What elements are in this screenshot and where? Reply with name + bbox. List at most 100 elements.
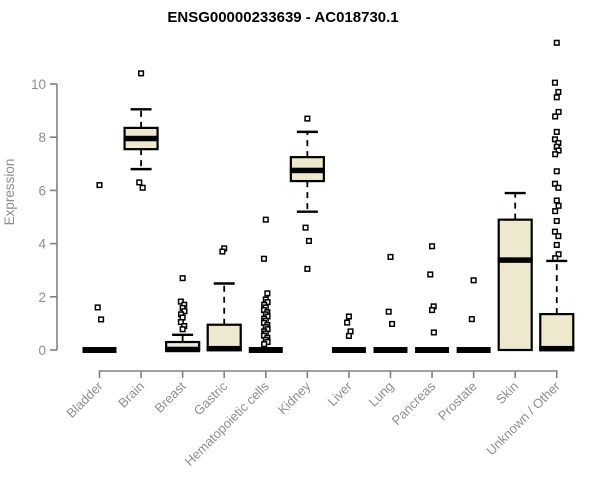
boxplot-skin xyxy=(497,191,533,352)
outlier-point xyxy=(555,184,562,191)
outlier-point xyxy=(429,307,436,314)
outlier-point xyxy=(304,265,311,272)
outlier-point xyxy=(551,228,559,235)
outlier-point xyxy=(219,248,226,255)
outlier-point xyxy=(553,94,560,101)
outlier-point xyxy=(553,217,560,225)
flat-box xyxy=(456,347,491,353)
x-category-label: Brain xyxy=(115,379,147,411)
outlier-point xyxy=(555,88,562,96)
flat-box xyxy=(331,347,366,353)
outlier-point xyxy=(389,320,396,327)
outlier-point xyxy=(552,208,559,215)
outlier-point xyxy=(551,136,559,143)
outlier-point xyxy=(555,202,562,209)
x-category-label: Lung xyxy=(366,379,397,410)
boxplot-pancreas xyxy=(415,243,450,353)
outlier-point xyxy=(430,329,437,336)
outlier-point xyxy=(387,253,394,260)
outlier-point xyxy=(468,316,475,323)
outlier-point xyxy=(552,151,559,158)
outlier-point xyxy=(177,319,184,326)
y-tick-label: 10 xyxy=(31,77,46,92)
outlier-point xyxy=(179,326,186,333)
x-category-label: Gastric xyxy=(191,378,231,418)
outlier-point xyxy=(139,184,146,191)
outlier-point xyxy=(181,308,188,315)
outlier-point xyxy=(96,182,103,189)
x-category-label: Bladder xyxy=(63,378,106,421)
boxplot-liver xyxy=(331,313,366,353)
flat-box xyxy=(373,347,408,353)
outlier-point xyxy=(385,308,392,315)
outlier-point xyxy=(260,255,268,262)
outlier-point xyxy=(302,224,309,231)
y-tick-label: 2 xyxy=(38,290,46,305)
outlier-point xyxy=(264,290,271,297)
y-tick-label: 4 xyxy=(38,237,46,252)
outlier-point xyxy=(94,304,101,311)
x-category-label: Liver xyxy=(325,378,356,409)
x-category-label: Prostate xyxy=(435,379,480,424)
outlier-point xyxy=(179,275,186,282)
outlier-point xyxy=(344,319,351,326)
outlier-point xyxy=(305,237,312,244)
median-line xyxy=(165,346,201,353)
outlier-point xyxy=(553,197,560,204)
boxplot-breast xyxy=(165,275,201,353)
outlier-point xyxy=(555,147,562,154)
median-line xyxy=(497,257,533,263)
median-line xyxy=(289,167,325,174)
boxplot-bladder xyxy=(82,182,117,353)
y-tick-label: 0 xyxy=(38,343,46,358)
outlier-point xyxy=(429,243,436,250)
median-line xyxy=(206,345,242,352)
x-category-label: Kidney xyxy=(275,378,314,417)
boxplot-unknown-other xyxy=(539,39,575,352)
median-line xyxy=(539,345,575,352)
outlier-point xyxy=(555,108,562,115)
outlier-point xyxy=(345,332,352,339)
outlier-point xyxy=(553,241,560,248)
outlier-point xyxy=(345,313,352,320)
x-category-label: Unknown / Other xyxy=(483,378,563,458)
boxplot-prostate xyxy=(456,277,491,353)
outlier-point xyxy=(553,168,560,175)
outlier-point xyxy=(553,39,560,46)
x-category-label: Skin xyxy=(493,379,521,407)
x-category-label: Pancreas xyxy=(389,378,439,428)
boxes-layer xyxy=(82,39,575,353)
boxplot-lung xyxy=(373,253,408,353)
boxplot-brain xyxy=(123,70,159,191)
iqr-box xyxy=(539,312,575,352)
flat-box xyxy=(248,347,283,353)
boxplot-kidney xyxy=(289,115,325,272)
outlier-point xyxy=(262,216,269,223)
y-tick-label: 6 xyxy=(38,183,46,198)
median-line xyxy=(123,135,159,142)
boxplot-gastric xyxy=(206,245,242,352)
outlier-point xyxy=(555,233,562,240)
outlier-point xyxy=(427,271,434,278)
x-category-label: Breast xyxy=(152,378,189,415)
outlier-point xyxy=(552,113,559,120)
outlier-point xyxy=(555,251,562,258)
outlier-point xyxy=(551,180,559,187)
outlier-point xyxy=(177,298,184,305)
y-tick-label: 8 xyxy=(38,130,46,145)
chart-title: ENSG00000233639 - AC018730.1 xyxy=(167,9,398,26)
outlier-point xyxy=(553,128,560,135)
flat-box xyxy=(415,347,450,353)
outlier-point xyxy=(304,115,311,122)
iqr-box xyxy=(497,218,533,352)
boxplot-hematopoietic-cells xyxy=(248,216,283,353)
outlier-point xyxy=(136,179,143,186)
flat-box xyxy=(82,347,117,353)
y-axis-title: Expression xyxy=(2,159,17,226)
outlier-point xyxy=(98,316,105,323)
outlier-point xyxy=(470,277,477,284)
outlier-point xyxy=(261,341,268,348)
